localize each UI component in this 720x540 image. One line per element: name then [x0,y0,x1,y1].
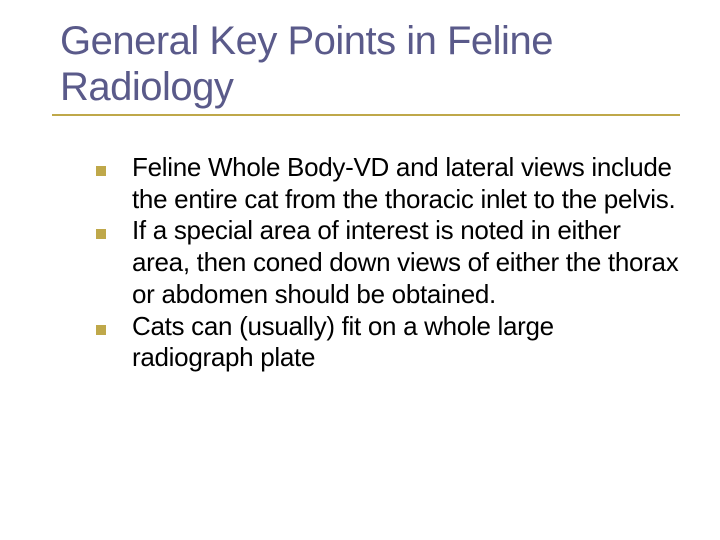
square-bullet-icon [96,325,106,335]
slide-container: General Key Points in Feline Radiology F… [0,0,720,540]
list-item: Cats can (usually) fit on a whole large … [96,311,680,374]
list-item: Feline Whole Body-VD and lateral views i… [96,152,680,215]
list-item: If a special area of interest is noted i… [96,215,680,310]
bullet-text: Cats can (usually) fit on a whole large … [132,311,680,374]
slide-title: General Key Points in Feline Radiology [60,18,680,110]
title-underline [52,114,680,116]
bullet-text: Feline Whole Body-VD and lateral views i… [132,152,680,215]
square-bullet-icon [96,166,106,176]
bullet-text: If a special area of interest is noted i… [132,215,680,310]
square-bullet-icon [96,229,106,239]
slide-body: Feline Whole Body-VD and lateral views i… [60,152,680,374]
